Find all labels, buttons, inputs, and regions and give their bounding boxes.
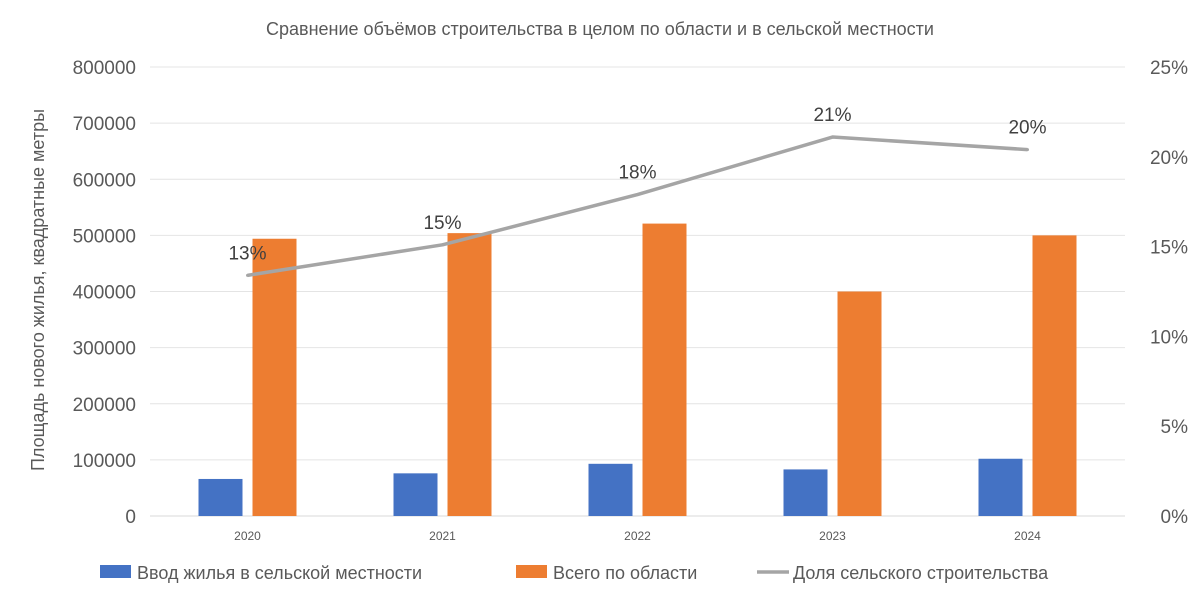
line-share-rural	[247, 135, 1028, 278]
bar-всего-по-области-4	[1032, 235, 1077, 516]
chart-title: Сравнение объёмов строительства в целом …	[266, 19, 934, 39]
bar-ввод-жилья-в-сельско-2	[588, 463, 633, 516]
y-tick-label: 200000	[73, 395, 136, 416]
y-tick-label: 300000	[73, 339, 136, 360]
y-tick-label: 500000	[73, 226, 136, 247]
gridlines	[150, 66, 1125, 517]
legend: Ввод жилья в сельской местности Всего по …	[100, 563, 1049, 583]
x-tick-label: 2024	[1014, 529, 1041, 543]
bar-ввод-жилья-в-сельско-0	[198, 478, 243, 516]
data-label: 18%	[618, 163, 656, 184]
bar-ввод-жилья-в-сельско-4	[978, 458, 1023, 516]
y-tick-label: 700000	[73, 114, 136, 135]
bars	[198, 223, 1077, 516]
y2-tick-label: 0%	[1161, 507, 1189, 528]
y2-tick-label: 20%	[1150, 148, 1188, 169]
y2-tick-label: 5%	[1161, 417, 1189, 438]
legend-swatch	[100, 565, 131, 578]
y2-tick-label: 15%	[1150, 238, 1188, 259]
data-label: 15%	[423, 213, 461, 234]
y-tick-label: 100000	[73, 451, 136, 472]
x-tick-label: 2021	[429, 529, 456, 543]
line-point	[246, 273, 249, 277]
legend-label: Всего по области	[553, 563, 697, 583]
y2-tick-label: 10%	[1150, 327, 1188, 348]
bar-всего-по-области-2	[642, 223, 687, 516]
y-tick-label: 0	[125, 507, 136, 528]
data-label: 13%	[228, 243, 266, 264]
data-label: 21%	[813, 105, 851, 126]
legend-swatch	[516, 565, 547, 578]
y-axis-label: Площадь нового жилья, квадратные метры	[28, 109, 48, 471]
bar-всего-по-области-0	[252, 238, 297, 516]
line-point	[831, 135, 834, 139]
line-point	[441, 243, 444, 247]
bar-ввод-жилья-в-сельско-1	[393, 473, 438, 516]
y-tick-label: 600000	[73, 170, 136, 191]
x-tick-label: 2023	[819, 529, 846, 543]
x-tick-label: 2020	[234, 529, 261, 543]
line-point	[636, 193, 639, 197]
axes: 0 100000 200000 300000 400000 500000 600000 700…	[73, 58, 1189, 543]
legend-label: Доля сельского строительства	[793, 563, 1049, 583]
bar-всего-по-области-1	[447, 233, 492, 516]
y-tick-label: 800000	[73, 58, 136, 79]
bar-ввод-жилья-в-сельско-3	[783, 469, 828, 516]
line-point	[1026, 148, 1029, 152]
data-label: 20%	[1008, 118, 1046, 139]
y2-tick-label: 25%	[1150, 58, 1188, 79]
bar-всего-по-области-3	[837, 291, 882, 516]
x-tick-label: 2022	[624, 529, 651, 543]
legend-label: Ввод жилья в сельской местности	[137, 563, 422, 583]
line-series: 13% 15% 18% 21% 20%	[228, 105, 1047, 278]
y-tick-label: 400000	[73, 283, 136, 304]
